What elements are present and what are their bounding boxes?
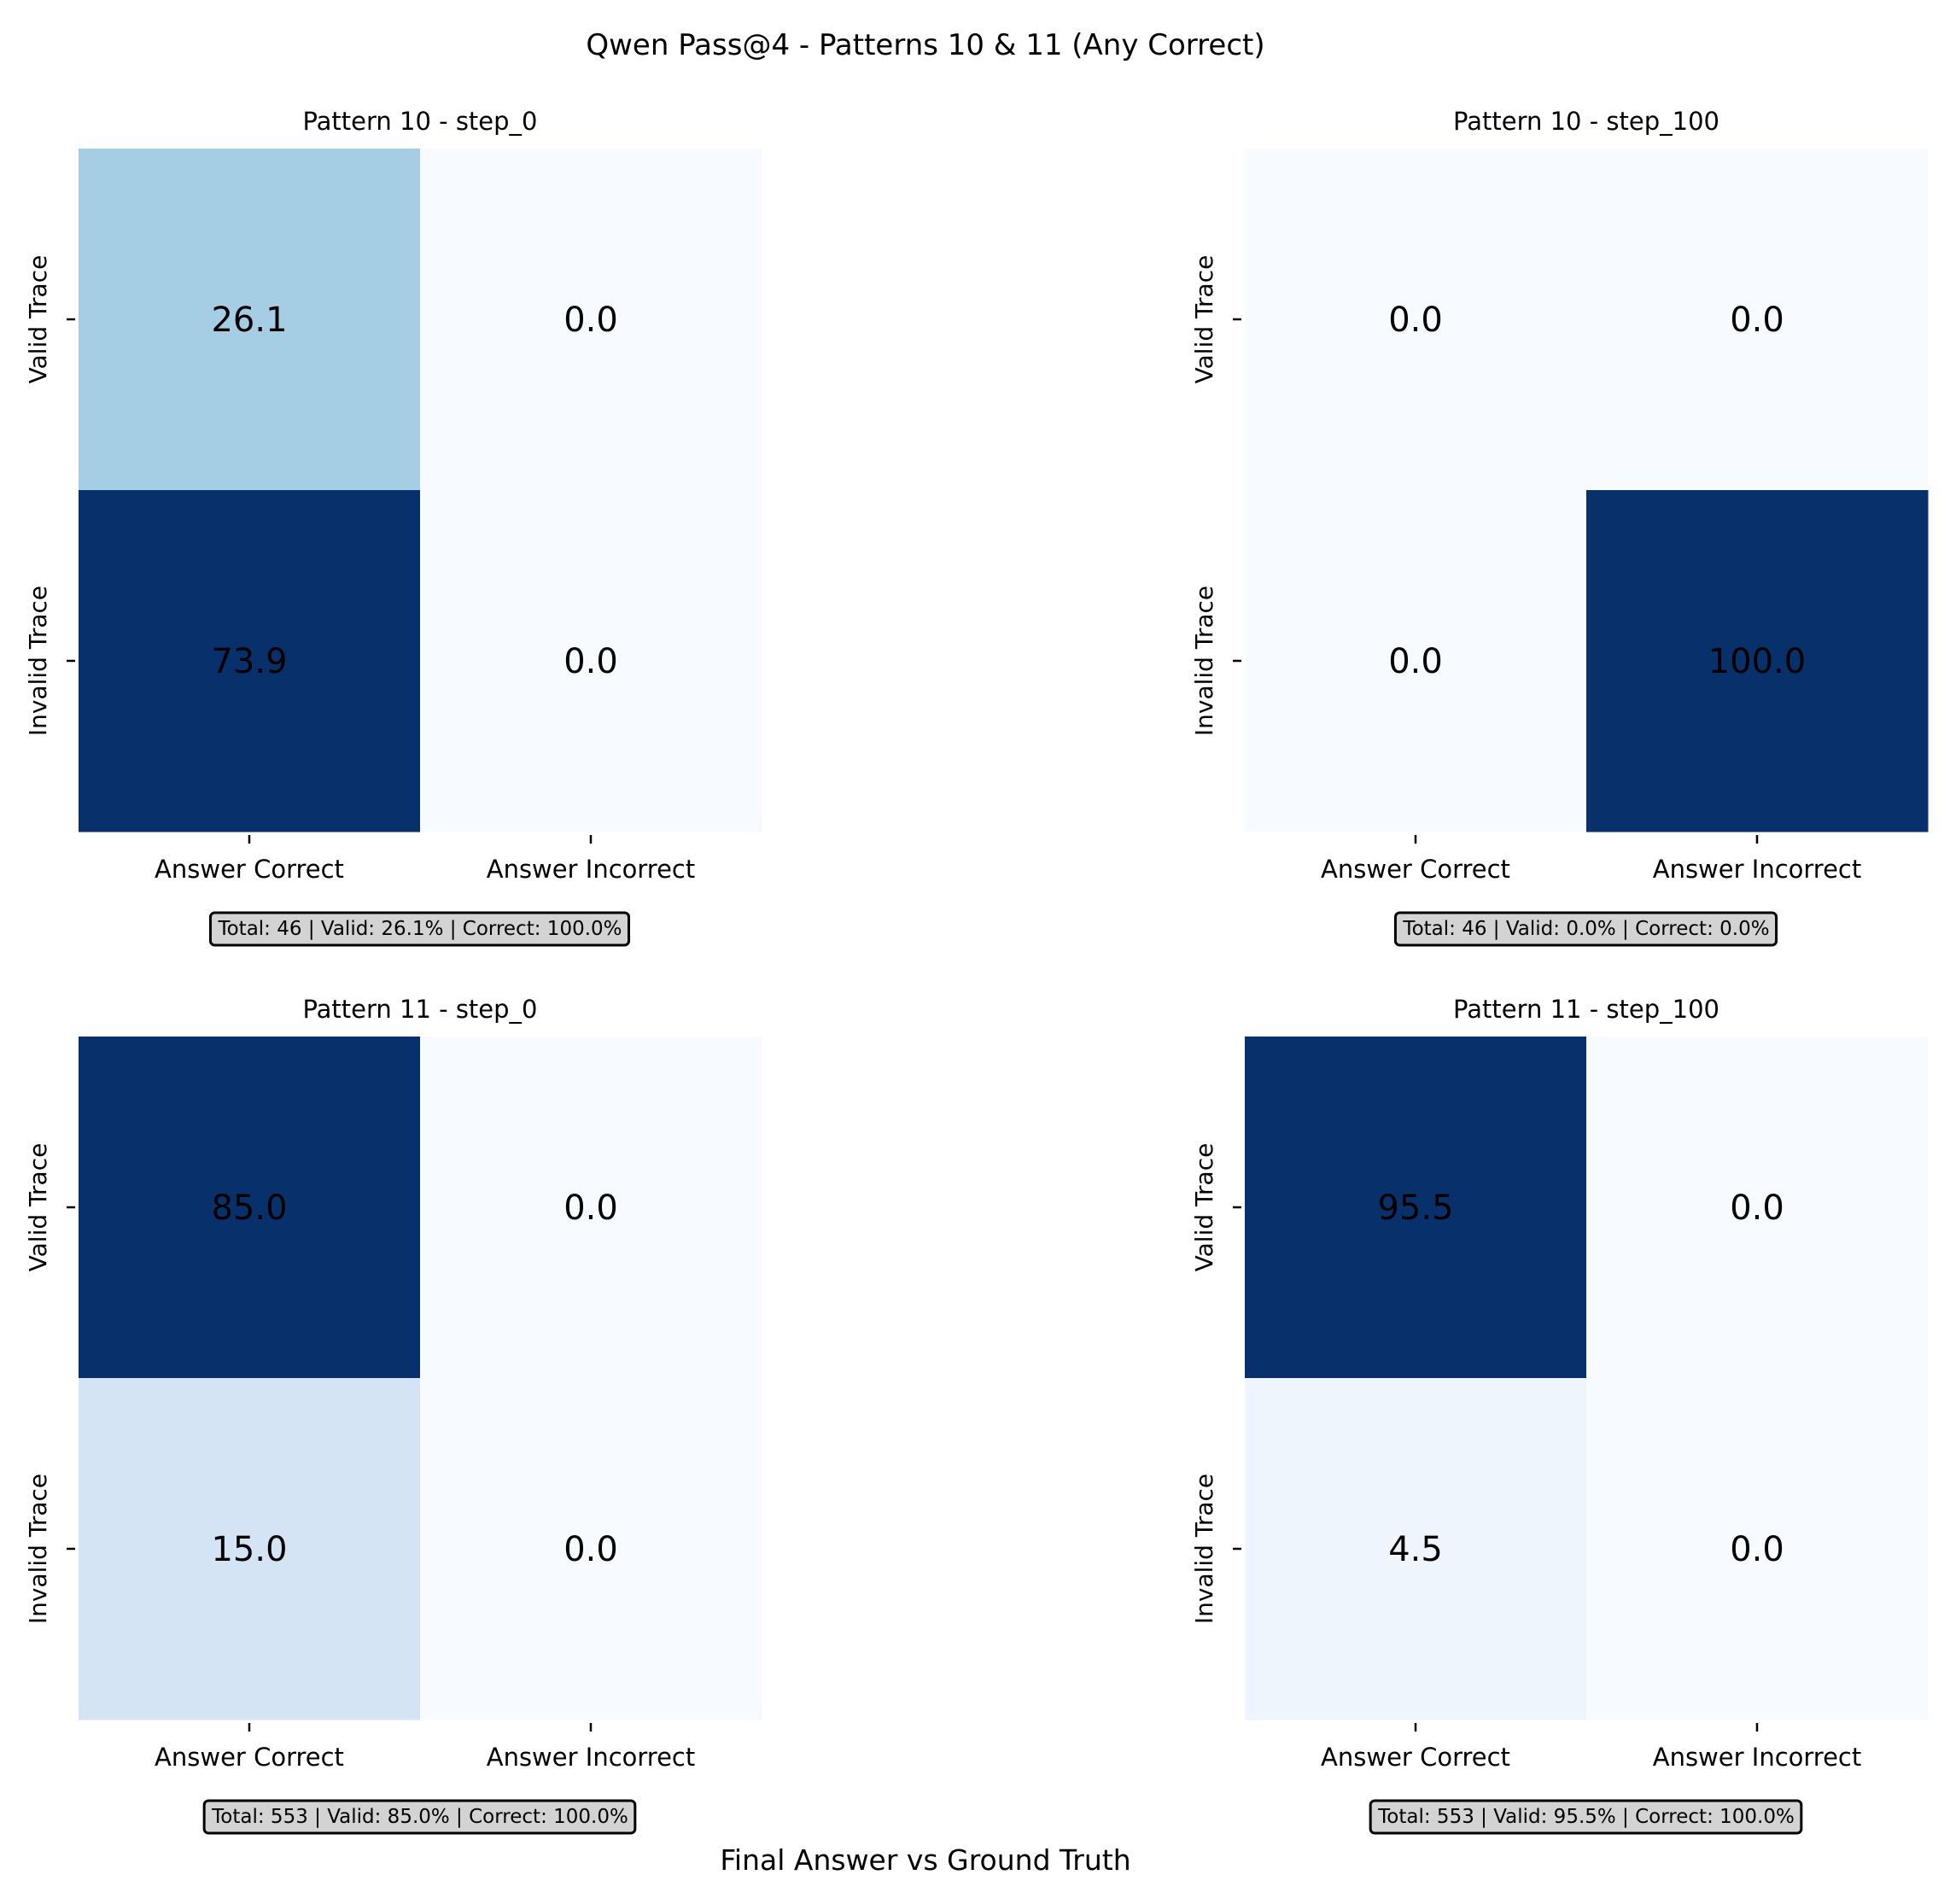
cell-value-label: 0.0: [1388, 301, 1443, 340]
x-tick-label: Answer Incorrect: [1653, 1743, 1862, 1772]
cell-value-label: 0.0: [1388, 642, 1443, 681]
y-tick-label: Valid Trace: [1190, 1143, 1218, 1272]
x-tick-label: Answer Incorrect: [1653, 855, 1862, 884]
heatmap-cell: [1245, 1037, 1587, 1379]
cell-value-label: 100.0: [1708, 642, 1807, 681]
stats-text: Total: 553 | Valid: 85.0% | Correct: 100…: [211, 1806, 628, 1828]
heatmap-panel: Pattern 10 - step_100 0.0 0.0 0.0 100.0 Valid…: [1190, 107, 1929, 947]
cell-value-label: 0.0: [1730, 301, 1784, 340]
stats-text: Total: 46 | Valid: 0.0% | Correct: 0.0%: [1402, 918, 1769, 940]
stats-box-frame: [1393, 911, 1778, 947]
heatmap-cell: [1586, 149, 1929, 491]
stats-box-frame: [202, 1799, 637, 1835]
heatmap-cell: [1245, 149, 1587, 491]
y-tick-label: Valid Trace: [24, 255, 52, 384]
y-tick-label: Valid Trace: [24, 1143, 52, 1272]
heatmap-cell: [79, 149, 421, 491]
panel-title: Pattern 10 - step_0: [302, 107, 537, 136]
stats-box: Total: 46 | Valid: 0.0% | Correct: 0.0%: [1393, 911, 1778, 947]
y-tick-label: Invalid Trace: [1190, 1474, 1218, 1624]
cell-value-label: 0.0: [563, 301, 618, 340]
heatmap-cell: [1245, 1378, 1587, 1720]
x-tick-label: Answer Incorrect: [487, 1743, 696, 1772]
heatmap-cell: [1586, 1378, 1929, 1720]
cell-value-label: 15.0: [211, 1530, 287, 1569]
cell-value-label: 0.0: [1730, 1530, 1784, 1569]
heatmap-cell: [1586, 1037, 1929, 1379]
stats-box: Total: 553 | Valid: 85.0% | Correct: 100…: [202, 1799, 637, 1835]
heatmap-cell: [79, 1378, 421, 1720]
x-tick-label: Answer Correct: [1321, 855, 1510, 884]
cell-value-label: 0.0: [1730, 1189, 1784, 1228]
cell-value-label: 0.0: [563, 1530, 618, 1569]
heatmap-cell: [420, 1378, 762, 1720]
stats-box: Total: 553 | Valid: 95.5% | Correct: 100…: [1369, 1799, 1803, 1835]
cell-value-label: 0.0: [563, 642, 618, 681]
cell-value-label: 95.5: [1377, 1189, 1453, 1228]
heatmap-cell: [1586, 490, 1929, 832]
panel-title: Pattern 11 - step_0: [302, 995, 537, 1024]
y-tick-label: Invalid Trace: [24, 586, 52, 736]
heatmap-cell: [420, 149, 762, 491]
figure-title: Qwen Pass@4 - Patterns 10 & 11 (Any Corr…: [586, 28, 1264, 62]
heatmap-panel: Pattern 11 - step_100 95.5 0.0 4.5 0.0 Valid …: [1190, 995, 1929, 1835]
x-tick-label: Answer Incorrect: [487, 855, 696, 884]
cell-value-label: 4.5: [1388, 1530, 1443, 1569]
y-tick-label: Valid Trace: [1190, 255, 1218, 384]
cell-value-label: 85.0: [211, 1189, 287, 1228]
heatmap-cell: [420, 490, 762, 832]
x-tick-label: Answer Correct: [155, 1743, 344, 1772]
stats-text: Total: 46 | Valid: 26.1% | Correct: 100.…: [217, 918, 622, 940]
cell-value-label: 26.1: [211, 301, 287, 340]
figure-xlabel: Final Answer vs Ground Truth: [720, 1843, 1130, 1877]
heatmap-panel: Pattern 11 - step_0 85.0 0.0 15.0 0.0 Valid T…: [24, 995, 762, 1835]
stats-box-frame: [1369, 1799, 1803, 1835]
cell-value-label: 0.0: [563, 1189, 618, 1228]
stats-text: Total: 553 | Valid: 95.5% | Correct: 100…: [1377, 1806, 1795, 1828]
panel-title: Pattern 11 - step_100: [1453, 995, 1719, 1024]
stats-box-frame: [208, 911, 631, 947]
heatmap-cell: [79, 490, 421, 832]
cell-value-label: 73.9: [211, 642, 287, 681]
heatmap-cell: [420, 1037, 762, 1379]
y-tick-label: Invalid Trace: [1190, 586, 1218, 736]
heatmap-cell: [79, 1037, 421, 1379]
x-tick-label: Answer Correct: [1321, 1743, 1510, 1772]
y-tick-label: Invalid Trace: [24, 1474, 52, 1624]
heatmap-panel: Pattern 10 - step_0 26.1 0.0 73.9 0.0 Valid T…: [24, 107, 762, 947]
x-tick-label: Answer Correct: [155, 855, 344, 884]
heatmap-cell: [1245, 490, 1587, 832]
panel-title: Pattern 10 - step_100: [1453, 107, 1719, 136]
stats-box: Total: 46 | Valid: 26.1% | Correct: 100.…: [208, 911, 631, 947]
